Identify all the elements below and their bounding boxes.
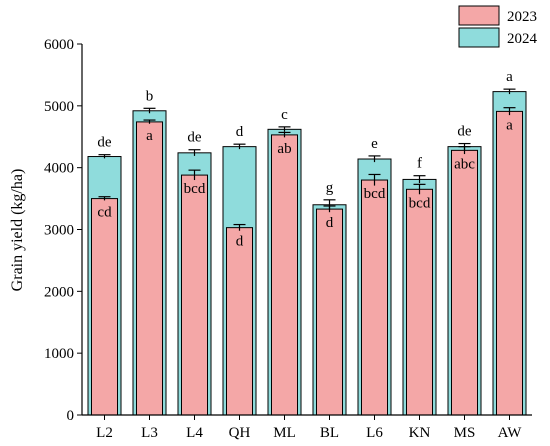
y-tick-label: 6000 (44, 37, 74, 53)
letter-2023: bcd (184, 181, 206, 197)
letter-2024: c (281, 107, 288, 123)
letter-2024: f (417, 156, 422, 172)
legend-label-2023: 2023 (507, 9, 537, 25)
bar-2023 (451, 149, 478, 416)
series-2023-bars (91, 110, 523, 416)
x-tick-label: L2 (96, 425, 113, 441)
error-bars (98, 88, 516, 231)
x-tick-label: KN (409, 425, 431, 441)
letter-2023: a (506, 117, 513, 133)
letter-2024: g (326, 180, 334, 196)
legend: 2023 2024 (458, 5, 538, 48)
letter-2023: bcd (364, 186, 386, 202)
y-tick-label: 2000 (44, 284, 74, 300)
legend-swatch-2024 (458, 27, 500, 48)
x-tick-label: L6 (366, 425, 383, 441)
bar-2023 (496, 110, 523, 416)
y-tick-label: 3000 (44, 223, 74, 239)
x-tick-label: L3 (141, 425, 158, 441)
letter-2024: de (97, 135, 112, 151)
x-tick-label: ML (273, 425, 296, 441)
legend-swatch-2023 (458, 5, 500, 26)
letter-2024: de (187, 130, 202, 146)
bar-2023 (91, 198, 118, 416)
bar-2023 (361, 179, 388, 416)
letter-2024: d (236, 124, 244, 140)
letter-2024: de (457, 124, 472, 140)
bar-2023 (406, 188, 433, 416)
letter-2023: ab (277, 141, 291, 157)
x-tick-label: AW (498, 425, 523, 441)
letter-2024: a (506, 69, 513, 85)
axes: 0 1000 2000 3000 4000 5000 6000 L2 L3 L4 QH ML BL L6 K… (44, 37, 532, 441)
bar-2023 (136, 121, 163, 416)
y-tick-label: 1000 (44, 346, 74, 362)
letter-2023: d (326, 215, 334, 231)
x-tick-label: L4 (186, 425, 203, 441)
x-tick-label: MS (454, 425, 476, 441)
letter-2024: e (371, 136, 378, 152)
letter-2023: bcd (409, 195, 431, 211)
bar-2023 (181, 174, 208, 416)
bar-2023 (316, 208, 343, 416)
letter-2024: b (146, 88, 154, 104)
x-tick-label: QH (229, 425, 251, 441)
letter-2023: d (236, 234, 244, 250)
letter-2023: abc (454, 156, 475, 172)
y-tick-label: 0 (67, 408, 75, 424)
letter-2023: cd (97, 205, 112, 221)
y-tick-label: 5000 (44, 99, 74, 115)
bar-2023 (271, 134, 298, 416)
letter-2023: a (146, 128, 153, 144)
legend-label-2024: 2024 (507, 31, 538, 47)
bar-2023 (226, 227, 253, 416)
y-axis-label: Grain yield (kg/ha) (9, 169, 26, 292)
y-tick-label: 4000 (44, 161, 74, 177)
x-tick-label: BL (320, 425, 339, 441)
